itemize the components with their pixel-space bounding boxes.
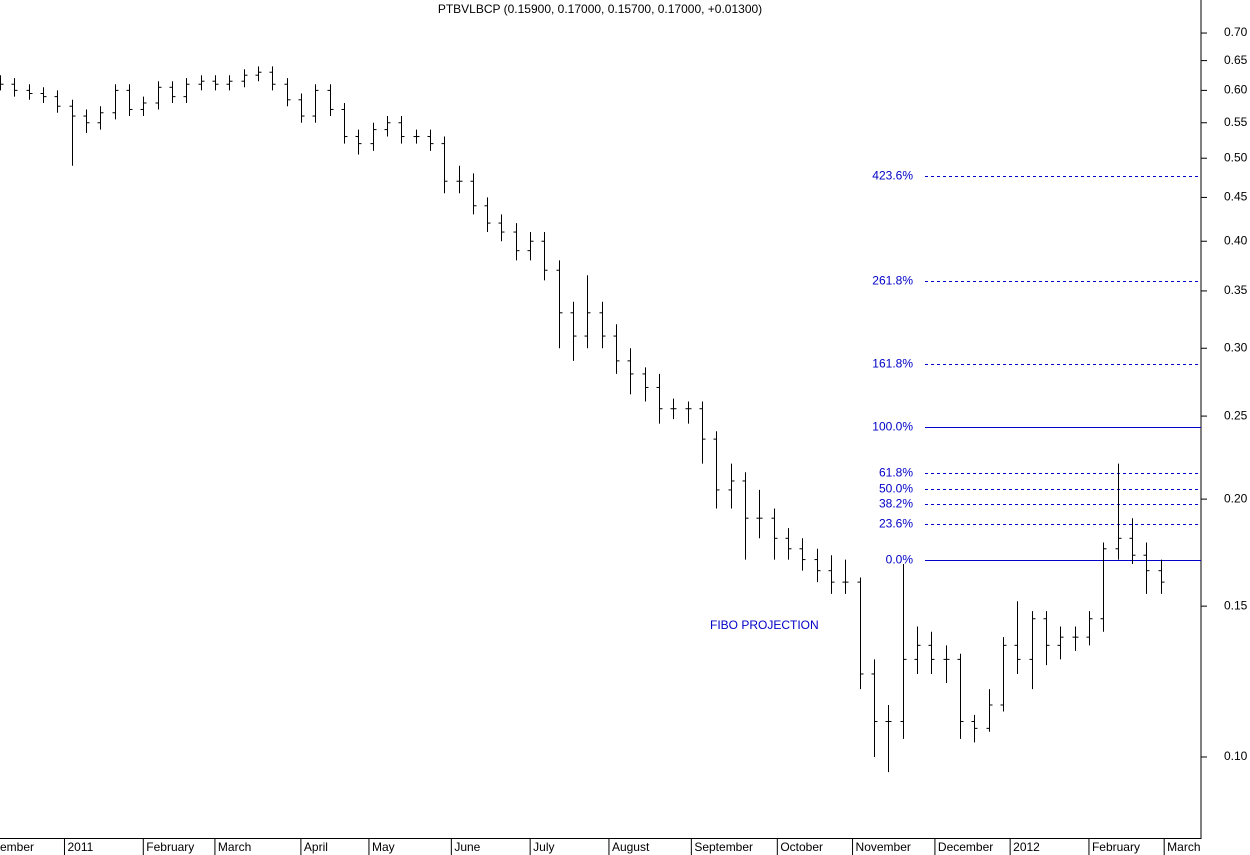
x-tick-label: December [938, 840, 993, 854]
x-tick-label: 2011 [67, 840, 93, 854]
fib-label: 61.8% [879, 466, 913, 480]
y-tick-label: 0.65 [1224, 53, 1248, 67]
y-tick-label: 0.70 [1224, 25, 1248, 39]
fib-label: 38.2% [879, 497, 913, 511]
fib-label: 161.8% [872, 357, 913, 371]
annotation: FIBO PROJECTION [710, 618, 819, 632]
fib-label: 100.0% [872, 420, 913, 434]
x-tick-label: June [454, 840, 480, 854]
fib-label: 50.0% [879, 482, 913, 496]
fib-label: 23.6% [879, 517, 913, 531]
y-tick-label: 0.60 [1224, 83, 1248, 97]
x-tick-label: April [304, 840, 328, 854]
x-tick-label: February [146, 840, 194, 854]
chart-title: PTBVLBCP (0.15900, 0.17000, 0.15700, 0.1… [438, 2, 762, 16]
y-tick-label: 0.55 [1224, 115, 1248, 129]
y-tick-label: 0.20 [1224, 491, 1248, 505]
x-tick-label: November [856, 840, 911, 854]
fib-label: 423.6% [872, 169, 913, 183]
fib-label: 261.8% [872, 274, 913, 288]
x-tick-label: September [694, 840, 753, 854]
y-tick-label: 0.25 [1224, 408, 1248, 422]
x-tick-label: March [218, 840, 251, 854]
fib-label: 0.0% [886, 553, 914, 567]
x-tick-label: August [612, 840, 650, 854]
y-tick-label: 0.50 [1224, 150, 1248, 164]
y-tick-label: 0.15 [1224, 598, 1248, 612]
y-tick-label: 0.10 [1224, 749, 1248, 763]
x-tick-label: 2012 [1013, 840, 1040, 854]
x-tick-label: July [533, 840, 554, 854]
x-tick-label: March [1167, 840, 1200, 854]
y-tick-label: 0.35 [1224, 283, 1248, 297]
x-tick-label: May [372, 840, 395, 854]
y-tick-label: 0.40 [1224, 233, 1248, 247]
x-tick-label: October [780, 840, 823, 854]
x-tick-label: ember [0, 840, 34, 854]
x-tick-label: February [1092, 840, 1140, 854]
y-tick-label: 0.30 [1224, 340, 1248, 354]
y-tick-label: 0.45 [1224, 190, 1248, 204]
